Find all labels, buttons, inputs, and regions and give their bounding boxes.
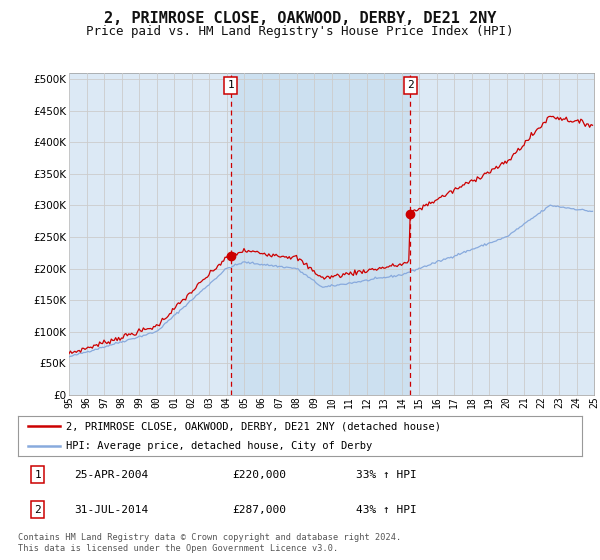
- Text: 25-APR-2004: 25-APR-2004: [74, 470, 149, 479]
- Bar: [231, 73, 410, 395]
- Text: Contains HM Land Registry data © Crown copyright and database right 2024.
This d: Contains HM Land Registry data © Crown c…: [18, 533, 401, 553]
- Text: Price paid vs. HM Land Registry's House Price Index (HPI): Price paid vs. HM Land Registry's House …: [86, 25, 514, 38]
- Text: £287,000: £287,000: [232, 505, 286, 515]
- Text: HPI: Average price, detached house, City of Derby: HPI: Average price, detached house, City…: [66, 441, 372, 451]
- Text: 43% ↑ HPI: 43% ↑ HPI: [356, 505, 417, 515]
- Text: 1: 1: [227, 81, 234, 90]
- Text: £220,000: £220,000: [232, 470, 286, 479]
- Text: 33% ↑ HPI: 33% ↑ HPI: [356, 470, 417, 479]
- Text: 2: 2: [407, 81, 413, 90]
- Text: 2, PRIMROSE CLOSE, OAKWOOD, DERBY, DE21 2NY (detached house): 2, PRIMROSE CLOSE, OAKWOOD, DERBY, DE21 …: [66, 421, 441, 431]
- Text: 31-JUL-2014: 31-JUL-2014: [74, 505, 149, 515]
- Text: 2: 2: [34, 505, 41, 515]
- Text: 2, PRIMROSE CLOSE, OAKWOOD, DERBY, DE21 2NY: 2, PRIMROSE CLOSE, OAKWOOD, DERBY, DE21 …: [104, 11, 496, 26]
- Text: 1: 1: [34, 470, 41, 479]
